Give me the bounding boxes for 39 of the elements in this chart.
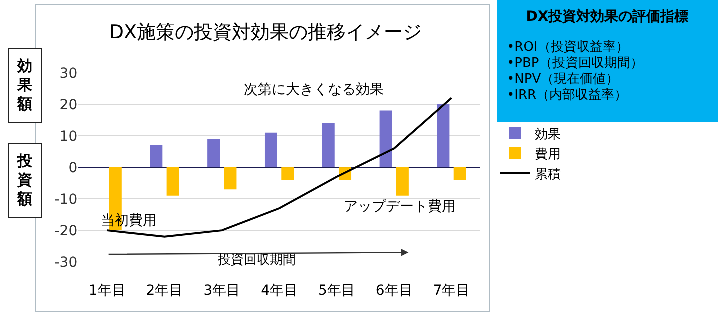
- bar: [208, 139, 220, 168]
- bar: [437, 104, 450, 168]
- x-tick-label: 1年目: [88, 283, 126, 300]
- y-tick-label: -30: [54, 254, 78, 271]
- y-tick-label: 0: [68, 160, 78, 176]
- legend-label: 費用: [535, 148, 562, 163]
- annotation: 次第に大きくなる効果: [244, 82, 384, 98]
- label-box: 投資額: [8, 143, 42, 218]
- bar: [264, 132, 278, 168]
- bar: [282, 168, 294, 180]
- bar: [224, 168, 237, 190]
- text: •IRR（内部収益率）: [507, 88, 629, 104]
- bar: [396, 168, 409, 196]
- label-box: 効果額: [8, 48, 42, 123]
- text: DX投資対効果の評価指標: [525, 8, 690, 26]
- bar: [454, 168, 466, 180]
- bar: [322, 123, 335, 168]
- y-tick-label: 20: [60, 97, 78, 114]
- bar: [166, 168, 180, 196]
- y-tick-label: -20: [54, 223, 78, 240]
- annotation: アップデート費用: [344, 199, 456, 215]
- x-tick-label: 4年目: [261, 283, 298, 300]
- x-tick-label: 3年目: [204, 283, 241, 300]
- y-tick-label: 30: [60, 66, 78, 82]
- x-tick-label: 5年目: [318, 283, 356, 300]
- legend-label: 累積: [535, 167, 562, 182]
- text: •NPV（現在価値）: [507, 72, 620, 88]
- text: •ROI（投資収益率）: [507, 40, 630, 56]
- annotation: 投資回収期間: [217, 253, 296, 268]
- legend-label: 効果: [535, 128, 562, 143]
- x-tick-label: 6年目: [376, 283, 413, 300]
- bar: [150, 145, 163, 168]
- text: •PBP（投資回収期間）: [507, 56, 644, 72]
- bar: [380, 110, 392, 168]
- chart-title: DX施策の投資対効果の推移イメージ: [109, 22, 422, 44]
- y-tick-label: 10: [60, 128, 78, 145]
- x-tick-label: 7年目: [433, 283, 470, 300]
- y-tick-label: -10: [54, 192, 78, 208]
- x-tick-label: 2年目: [146, 283, 184, 300]
